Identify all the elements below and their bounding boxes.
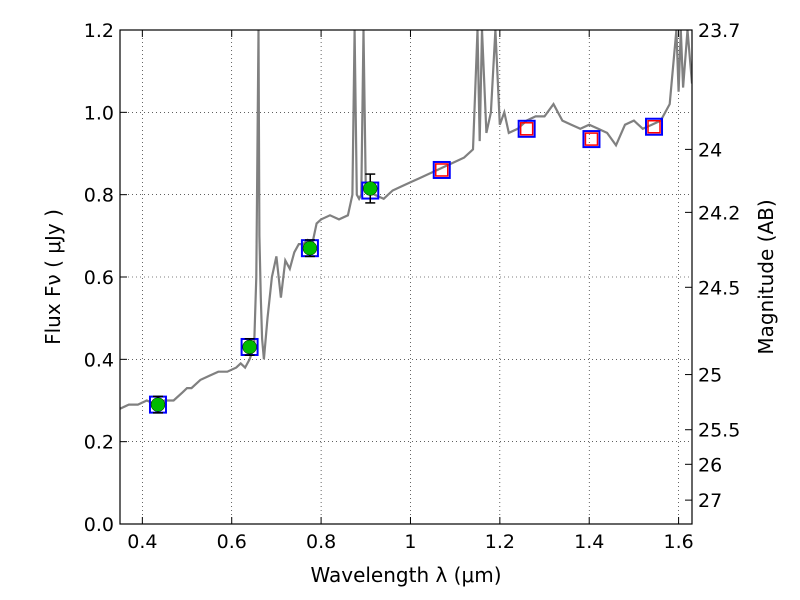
right-tick-label: 24.2	[698, 202, 740, 224]
x-tick-label: 0.6	[217, 531, 247, 553]
right-tick-label: 24	[698, 139, 722, 161]
x-tick-label: 0.4	[127, 531, 157, 553]
markers	[148, 117, 664, 414]
model-square-marker	[519, 122, 534, 136]
x-tick-label: 1.4	[574, 531, 604, 553]
model-spectrum-line	[120, 30, 692, 410]
right-tick-label: 25	[698, 365, 722, 387]
plot-frame	[119, 29, 693, 525]
tick-marks	[120, 29, 692, 525]
plot-area	[120, 30, 692, 414]
y-axis-label: Flux Fν ( μJy )	[41, 209, 65, 345]
y-tick-label: 0.8	[84, 185, 114, 207]
x-tick-label: 1	[404, 531, 416, 553]
obs-data-point	[302, 240, 318, 256]
right-tick-label: 25.5	[698, 420, 740, 442]
obs-square-marker	[432, 160, 451, 179]
right-tick-label: 24.5	[698, 277, 740, 299]
model-square-marker	[584, 132, 599, 146]
right-tick-label: 27	[698, 490, 722, 512]
y-tick-label: 0.6	[84, 267, 114, 289]
y-axis-label-right: Magnitude (AB)	[754, 199, 778, 354]
x-tick-label: 0.8	[306, 531, 336, 553]
x-tick-label: 1.6	[663, 531, 693, 553]
right-tick-label: 26	[698, 454, 722, 476]
y-tick-label: 1.0	[84, 102, 114, 124]
obs-square-marker	[517, 119, 536, 138]
obs-data-point	[363, 181, 378, 196]
model-square-marker	[435, 163, 449, 177]
obs-square-marker	[645, 117, 664, 136]
y-tick-label: 0.2	[84, 432, 114, 454]
obs-data-point	[150, 397, 166, 412]
grid-lines	[120, 29, 692, 525]
model-square-marker	[647, 119, 661, 134]
y-tick-label: 0.0	[84, 514, 114, 536]
obs-data-point	[242, 339, 257, 355]
y-tick-label: 0.4	[84, 349, 114, 371]
right-tick-label: 23.7	[698, 20, 740, 42]
x-axis-label: Wavelength λ (μm)	[310, 563, 501, 587]
x-tick-label: 1.2	[485, 531, 515, 553]
y-tick-label: 1.2	[84, 20, 114, 42]
obs-square-marker	[582, 130, 601, 149]
tick-labels: 0.4 0.6 0.8 1 1.2 1.4 1.6 0.0 0.2 0.4 0.6 0.8 1.0 1.2…	[84, 20, 741, 553]
